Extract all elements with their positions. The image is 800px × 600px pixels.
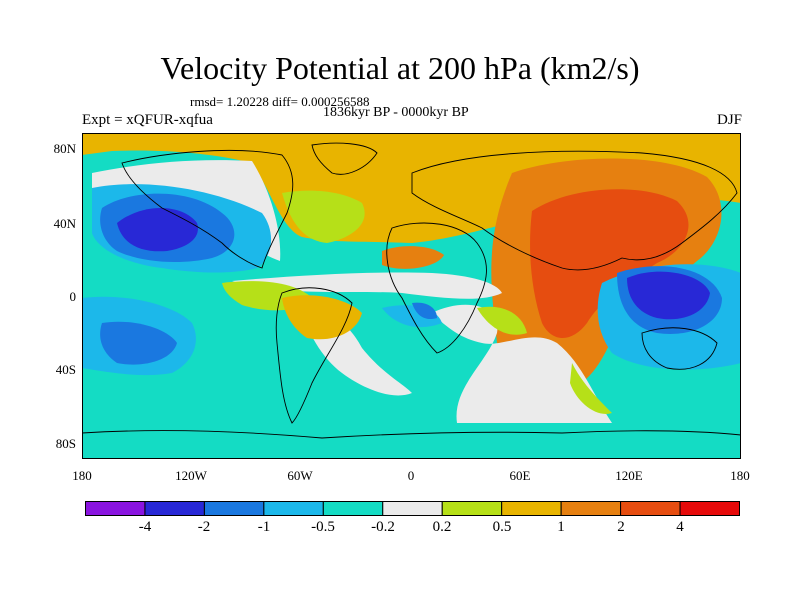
colorbar-label-1: -4 [138,519,152,535]
colorbar-box-5 [322,501,384,516]
colorbar-box-8 [501,501,562,516]
lightgreen-atlantic [282,190,365,243]
coast-south-america [275,287,353,424]
lon-label-180e: 180 [730,468,750,483]
coast-australia [641,327,718,370]
deepblue-maritime-continent [627,271,710,320]
colorbar-label-6: 0.2 [432,519,452,535]
colorbar-box-6 [382,501,443,516]
lon-label-120e: 120E [615,468,643,483]
colorbar-box-7 [441,501,503,516]
velocity-potential-map [82,133,741,459]
map-title: Velocity Potential at 200 hPa (km2/s) [160,50,640,86]
darkblue-s-atlantic-patch [412,302,437,320]
colorbar-box-11 [679,501,740,516]
lat-label-40n: 40N [53,216,76,231]
colorbar-box-2 [144,501,205,516]
colorbar-box-1 [85,501,146,516]
coast-north-america [121,149,294,269]
colorbar-box-3 [203,501,265,516]
colorbar [85,501,740,516]
map-frame [82,133,741,459]
season-label: DJF [716,112,742,128]
colorbar-label-8: 1 [557,519,565,535]
colorbar-label-7: 0.5 [492,519,512,535]
lightgreen-indian [477,306,527,335]
colorbar-label-3: -1 [257,519,271,535]
rmsd-diff-text: rmsd= 1.20228 diff= 0.000256588 [190,94,370,109]
period-text: 1836kyr BP - 0000kyr BP [323,105,469,120]
colorbar-label-5: -0.2 [371,519,395,535]
lon-label-60e: 60E [509,468,531,483]
lon-label-180w: 180 [72,468,92,483]
white-southern-band [432,304,612,423]
experiment-label: Expt = xQFUR-xqfua [82,112,213,128]
orange-africa-blob [382,246,444,269]
deepblue-north-pacific [117,208,198,252]
colorbar-box-4 [263,501,324,516]
colorbar-label-2: -2 [197,519,211,535]
lat-label-40s: 40S [55,362,76,377]
colorbar-box-9 [560,501,622,516]
coast-africa [386,222,487,354]
coast-antarctica [82,430,741,439]
coast-greenland [311,142,378,175]
lat-label-80s: 80S [55,436,76,451]
colorbar-label-10: 4 [676,519,684,535]
lon-label-120w: 120W [175,468,207,483]
orange-south-america [282,295,362,340]
colorbar-label-4: -0.5 [311,519,335,535]
colorbar-label-9: 2 [617,519,625,535]
lightgreen-s-atlantic [570,363,612,414]
darkblue-south-pacific [100,321,177,365]
lat-label-80n: 80N [53,141,76,156]
coastlines [82,142,741,439]
lon-label-60w: 60W [287,468,313,483]
lon-label-0: 0 [407,468,415,483]
lat-label-equator: 0 [69,289,77,304]
coast-eurasia [411,150,738,271]
colorbar-box-10 [620,501,681,516]
white-atlantic-band [232,272,502,299]
